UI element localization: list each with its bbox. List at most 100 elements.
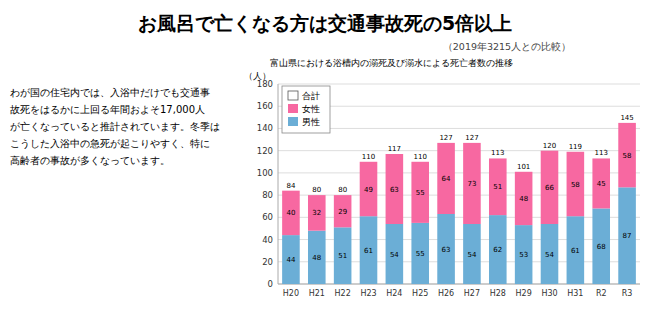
y-tick-label: 140 xyxy=(257,123,273,133)
data-label: 66 xyxy=(545,184,554,192)
body-text: わが国の住宅内では、入浴中だけでも交通事 xyxy=(10,87,210,98)
data-label: 44 xyxy=(286,256,295,264)
bar-segment xyxy=(334,195,352,227)
grid-line xyxy=(278,217,640,218)
bar-segment xyxy=(489,215,507,284)
total-label: 113 xyxy=(491,149,504,157)
bar-segment xyxy=(360,162,378,216)
y-axis-line xyxy=(278,84,279,284)
data-label: 53 xyxy=(519,251,528,259)
grid-line xyxy=(278,239,640,240)
x-tick-label: H22 xyxy=(335,289,351,298)
data-label: 58 xyxy=(623,152,632,160)
data-label: 55 xyxy=(416,189,425,197)
bar-segment xyxy=(386,224,404,284)
x-tick-label: H28 xyxy=(490,289,506,298)
y-tick-label: 0 xyxy=(268,279,273,289)
bar-segment xyxy=(308,231,326,284)
data-label: 64 xyxy=(442,175,451,183)
bar-segment xyxy=(437,143,455,214)
total-label: 113 xyxy=(595,149,608,157)
data-label: 49 xyxy=(364,186,373,194)
body-text: 高齢者の事故が多くなっています。 xyxy=(10,155,170,166)
x-tick-label: R2 xyxy=(596,289,607,298)
total-label: 119 xyxy=(569,143,582,151)
grid-line xyxy=(278,172,640,173)
data-label: 45 xyxy=(597,180,606,188)
legend-label: 女性 xyxy=(302,104,320,114)
legend-swatch xyxy=(288,104,298,113)
bar-segment xyxy=(567,216,585,284)
legend-label: 合計 xyxy=(302,91,320,101)
bar-segment xyxy=(282,235,300,284)
total-label: 80 xyxy=(312,186,321,194)
total-label: 120 xyxy=(543,142,556,150)
legend-frame xyxy=(282,86,330,133)
data-labels: 4448516154556354625354616887403229496355… xyxy=(286,114,633,264)
total-label: 127 xyxy=(439,134,452,142)
bar-segment xyxy=(618,123,636,187)
y-tick-label: 80 xyxy=(262,190,273,200)
bar-segment xyxy=(618,187,636,284)
x-tick-label: H27 xyxy=(464,289,480,298)
data-label: 32 xyxy=(312,209,321,217)
x-tick-label: H23 xyxy=(360,289,376,298)
x-tick-label: H21 xyxy=(309,289,325,298)
bar-segment xyxy=(567,152,585,216)
bar-segment xyxy=(334,227,352,284)
data-label: 63 xyxy=(442,246,451,254)
grid-line xyxy=(278,150,640,151)
total-label: 110 xyxy=(362,153,375,161)
data-label: 63 xyxy=(390,186,399,194)
y-tick-label: 120 xyxy=(257,146,273,156)
body-text: 故死をはるかに上回る年間およそ17,000人 xyxy=(10,104,205,115)
total-label: 110 xyxy=(414,153,427,161)
chart-title: 富山県における浴槽内の溺死及び溺水による死亡者数の推移 xyxy=(270,58,513,68)
total-label: 127 xyxy=(465,134,478,142)
y-tick-label: 60 xyxy=(262,212,273,222)
grid-line xyxy=(278,261,640,262)
x-axis-line xyxy=(278,284,640,285)
y-tick-label: 100 xyxy=(257,168,273,178)
bar-segment xyxy=(515,225,533,284)
body-text: が亡くなっていると推計されています。冬季は xyxy=(10,121,220,132)
subtitle: （2019年3215人との比較） xyxy=(443,41,571,52)
data-label: 29 xyxy=(338,208,347,216)
bar-segment xyxy=(360,216,378,284)
data-label: 87 xyxy=(623,232,632,240)
y-tick-label: 180 xyxy=(257,79,273,89)
grid xyxy=(278,84,640,284)
bar-segment xyxy=(463,143,481,224)
data-label: 68 xyxy=(597,243,606,251)
title: お風呂で亡くなる方は交通事故死の5倍以上 xyxy=(138,12,512,34)
x-tick-label: H26 xyxy=(438,289,454,298)
grid-line xyxy=(278,128,640,129)
bar-segment xyxy=(308,195,326,231)
x-tick-label: H29 xyxy=(516,289,532,298)
data-label: 58 xyxy=(571,181,580,189)
grid-line xyxy=(278,195,640,196)
total-label: 117 xyxy=(388,145,401,153)
total-label: 145 xyxy=(620,114,633,122)
bar-segment xyxy=(489,158,507,215)
total-label: 101 xyxy=(517,163,530,171)
x-tick-label: H25 xyxy=(412,289,428,298)
x-tick-label: H30 xyxy=(541,289,557,298)
x-tick-label: H20 xyxy=(283,289,299,298)
data-label: 54 xyxy=(545,251,554,259)
bar-segment xyxy=(463,224,481,284)
data-label: 62 xyxy=(493,246,502,254)
chart-canvas: お風呂で亡くなる方は交通事故死の5倍以上 （2019年3215人との比較） わが国の… xyxy=(0,0,650,312)
body-text: こうした入浴中の急死が起こりやすく、特に xyxy=(10,138,210,149)
grid-line xyxy=(278,84,640,85)
data-label: 61 xyxy=(571,247,580,255)
y-tick-label: 20 xyxy=(262,257,273,267)
total-label: 80 xyxy=(338,186,347,194)
bars xyxy=(282,123,636,284)
x-tick-label: H31 xyxy=(567,289,583,298)
data-label: 40 xyxy=(286,209,295,217)
y-tick-label: 40 xyxy=(262,235,273,245)
bar-segment xyxy=(541,151,559,224)
data-label: 73 xyxy=(467,180,476,188)
x-tick-label: R3 xyxy=(622,289,633,298)
